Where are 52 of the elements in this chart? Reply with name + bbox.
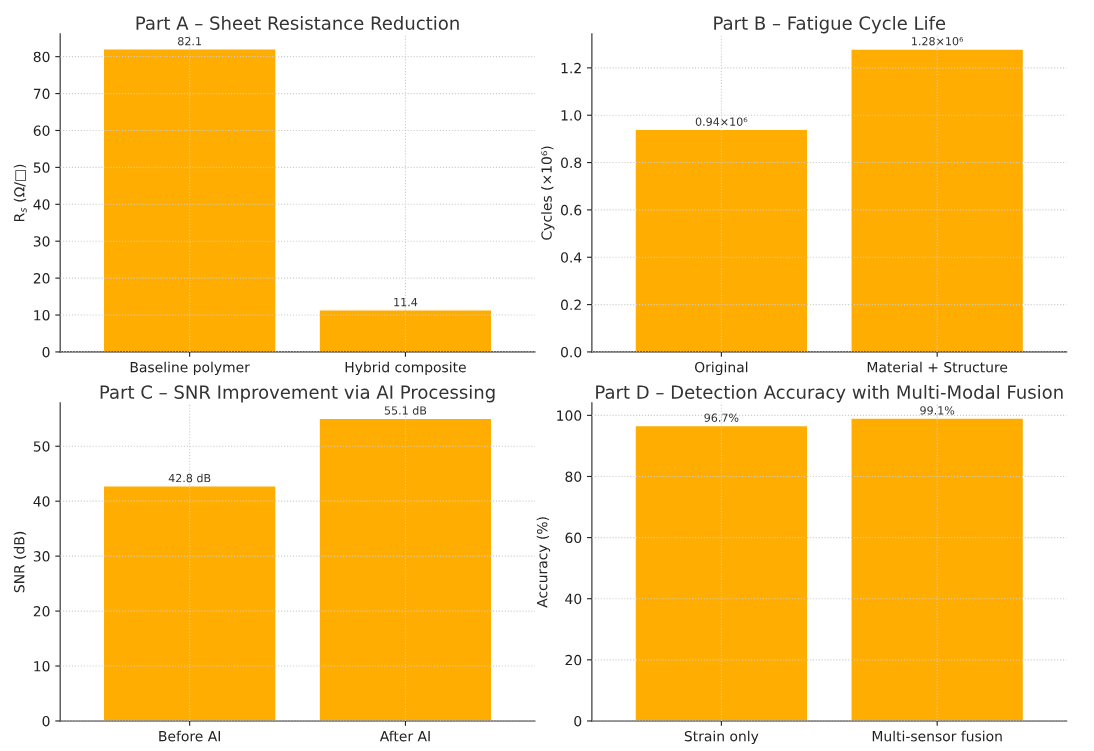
data-label: 96.7% [704,413,739,422]
y-tick-label: 10 [34,660,50,672]
y-tick-label: 80 [33,51,50,63]
y-tick-label: 10 [34,309,50,321]
y-tick-label: 40 [33,199,50,210]
x-tick-label: Before AI [159,730,220,742]
y-tick-label: 50 [33,441,50,452]
y-tick-label: 30 [33,551,50,562]
data-label: 42.8 dB [168,473,211,483]
annotation: 0.94×10⁶ [695,117,748,126]
chart-title: Part D – Detection Accuracy with Multi-Modal Fusion [596,384,1063,403]
data-label: 11.4 [394,298,418,307]
y-axis-title: Cycles (×10⁶) [541,146,555,240]
y-tick-label: 0 [574,715,582,727]
x-tick-label: Material + Structure [867,361,1008,373]
y-tick-label: 0.4 [561,252,582,263]
x-tick-label: Multi-sensor fusion [872,730,1002,742]
y-axis-title: Accuracy (%) [536,517,551,608]
y-tick-label: 70 [33,88,50,100]
y-axis-title: SNR (dB) [13,531,27,593]
y-tick-label: 80 [565,471,582,482]
y-axis-title: R$_{s}$ (Ω/□) [13,164,27,222]
y-tick-label: 20 [33,273,50,284]
x-tick-label: After AI [379,730,430,742]
y-tick-label: 1.0 [561,110,582,121]
y-tick-label: 40 [565,593,582,605]
x-tick-label: Baseline polymer [130,361,250,376]
y-tick-label: 30 [33,236,50,247]
y-tick-label: 0.6 [561,204,582,216]
y-tick-label: 0.0 [561,346,582,358]
x-tick-label: Original [694,361,748,376]
x-tick-label: Hybrid composite [345,361,466,376]
y-tick-label: 20 [565,654,582,666]
y-tick-label: 0 [42,715,50,727]
data-label: 99.1% [920,406,955,415]
x-tick-label: Strain only [684,730,759,745]
annotation: 1.28×10⁶ [912,37,964,46]
chart-title: Part A – Sheet Resistance Reduction [136,15,459,30]
y-tick-label: 1.2 [561,62,581,74]
data-label: 82.1 [178,36,201,46]
chart-title: Part B – Fatigue Cycle Life [714,15,946,34]
y-tick-label: 50 [33,162,50,173]
chart-title: Part C – SNR Improvement via AI Processing [100,384,495,403]
y-tick-label: 0.2 [561,299,581,311]
y-tick-label: 0.8 [561,157,582,169]
data-label: 55.1 dB [384,406,427,415]
y-tick-label: 60 [565,532,582,544]
y-tick-label: 0 [42,346,50,358]
y-tick-label: 100 [557,410,582,421]
y-tick-label: 60 [33,125,50,136]
y-tick-label: 20 [33,606,50,617]
y-tick-label: 40 [33,496,50,507]
